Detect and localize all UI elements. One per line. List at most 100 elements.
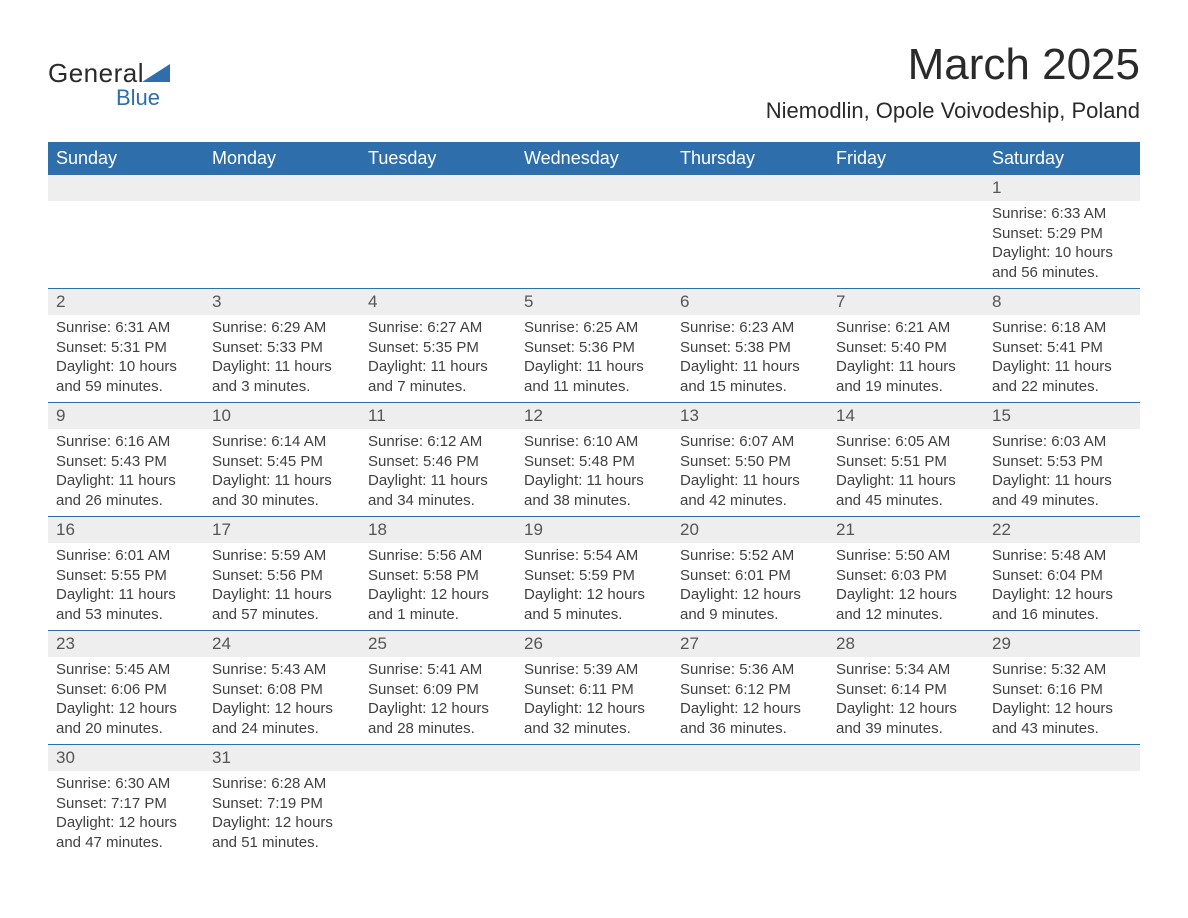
day-sunset: Sunset: 5:46 PM xyxy=(368,452,508,472)
day-daylight2: and 30 minutes. xyxy=(212,491,352,511)
weekday-header: Sunday xyxy=(48,142,204,175)
day-number-cell: 2 xyxy=(48,289,204,316)
detail-row: Sunrise: 6:01 AMSunset: 5:55 PMDaylight:… xyxy=(48,543,1140,631)
day-daylight2: and 59 minutes. xyxy=(56,377,196,397)
day-detail-cell: Sunrise: 6:18 AMSunset: 5:41 PMDaylight:… xyxy=(984,315,1140,403)
day-sunrise: Sunrise: 5:36 AM xyxy=(680,660,820,680)
day-detail-cell xyxy=(672,201,828,289)
day-daylight2: and 5 minutes. xyxy=(524,605,664,625)
day-detail-cell: Sunrise: 6:33 AMSunset: 5:29 PMDaylight:… xyxy=(984,201,1140,289)
weekday-header: Monday xyxy=(204,142,360,175)
day-detail-cell: Sunrise: 6:30 AMSunset: 7:17 PMDaylight:… xyxy=(48,771,204,858)
page-header: General Blue March 2025 Niemodlin, Opole… xyxy=(48,40,1140,124)
day-sunrise: Sunrise: 6:33 AM xyxy=(992,204,1132,224)
day-detail-cell: Sunrise: 6:12 AMSunset: 5:46 PMDaylight:… xyxy=(360,429,516,517)
title-block: March 2025 Niemodlin, Opole Voivodeship,… xyxy=(766,40,1140,124)
day-sunset: Sunset: 5:43 PM xyxy=(56,452,196,472)
day-detail-cell xyxy=(672,771,828,858)
triangle-icon xyxy=(142,64,170,82)
day-number-cell xyxy=(672,745,828,772)
day-number-cell: 13 xyxy=(672,403,828,430)
day-daylight2: and 12 minutes. xyxy=(836,605,976,625)
day-sunset: Sunset: 6:03 PM xyxy=(836,566,976,586)
day-sunrise: Sunrise: 5:56 AM xyxy=(368,546,508,566)
day-detail-cell: Sunrise: 6:31 AMSunset: 5:31 PMDaylight:… xyxy=(48,315,204,403)
day-daylight1: Daylight: 11 hours xyxy=(368,471,508,491)
day-sunrise: Sunrise: 6:21 AM xyxy=(836,318,976,338)
day-daylight2: and 7 minutes. xyxy=(368,377,508,397)
day-sunrise: Sunrise: 6:31 AM xyxy=(56,318,196,338)
daynum-row: 3031 xyxy=(48,745,1140,772)
detail-row: Sunrise: 6:33 AMSunset: 5:29 PMDaylight:… xyxy=(48,201,1140,289)
day-daylight2: and 9 minutes. xyxy=(680,605,820,625)
day-sunset: Sunset: 5:59 PM xyxy=(524,566,664,586)
day-number-cell: 8 xyxy=(984,289,1140,316)
day-number-cell: 5 xyxy=(516,289,672,316)
day-daylight1: Daylight: 12 hours xyxy=(680,585,820,605)
day-daylight1: Daylight: 12 hours xyxy=(56,699,196,719)
calendar-table: SundayMondayTuesdayWednesdayThursdayFrid… xyxy=(48,142,1140,858)
day-number-cell: 12 xyxy=(516,403,672,430)
detail-row: Sunrise: 6:31 AMSunset: 5:31 PM Daylight:… xyxy=(48,315,1140,403)
day-number-cell: 31 xyxy=(204,745,360,772)
day-number-cell: 19 xyxy=(516,517,672,544)
day-daylight1: Daylight: 12 hours xyxy=(524,585,664,605)
day-daylight2: and 57 minutes. xyxy=(212,605,352,625)
day-daylight2: and 26 minutes. xyxy=(56,491,196,511)
day-sunrise: Sunrise: 5:52 AM xyxy=(680,546,820,566)
day-daylight2: and 24 minutes. xyxy=(212,719,352,739)
day-sunrise: Sunrise: 6:03 AM xyxy=(992,432,1132,452)
day-sunrise: Sunrise: 6:28 AM xyxy=(212,774,352,794)
day-daylight1: Daylight: 12 hours xyxy=(992,699,1132,719)
calendar-head: SundayMondayTuesdayWednesdayThursdayFrid… xyxy=(48,142,1140,175)
day-sunset: Sunset: 6:06 PM xyxy=(56,680,196,700)
day-detail-cell: Sunrise: 6:16 AMSunset: 5:43 PMDaylight:… xyxy=(48,429,204,517)
day-sunrise: Sunrise: 6:23 AM xyxy=(680,318,820,338)
weekday-header: Saturday xyxy=(984,142,1140,175)
day-daylight1: Daylight: 11 hours xyxy=(56,585,196,605)
day-sunset: Sunset: 5:31 PM xyxy=(56,338,196,358)
day-number-cell xyxy=(828,175,984,201)
day-sunrise: Sunrise: 6:12 AM xyxy=(368,432,508,452)
day-daylight1: Daylight: 12 hours xyxy=(836,585,976,605)
day-number-cell: 23 xyxy=(48,631,204,658)
detail-row: Sunrise: 6:30 AMSunset: 7:17 PMDaylight:… xyxy=(48,771,1140,858)
day-detail-cell xyxy=(48,201,204,289)
day-number-cell xyxy=(516,745,672,772)
calendar-body: 1 Sunrise: 6:33 AMSunset: 5:29 PMDayligh… xyxy=(48,175,1140,858)
day-daylight1: Daylight: 11 hours xyxy=(212,357,352,377)
day-number-cell xyxy=(48,175,204,201)
day-number-cell: 11 xyxy=(360,403,516,430)
daynum-row: 23242526272829 xyxy=(48,631,1140,658)
day-daylight2: and 53 minutes. xyxy=(56,605,196,625)
day-daylight2: and 34 minutes. xyxy=(368,491,508,511)
day-sunset: Sunset: 5:40 PM xyxy=(836,338,976,358)
day-sunset: Sunset: 5:56 PM xyxy=(212,566,352,586)
month-title: March 2025 xyxy=(766,40,1140,90)
day-sunset: Sunset: 7:19 PM xyxy=(212,794,352,814)
day-sunrise: Sunrise: 5:45 AM xyxy=(56,660,196,680)
day-number-cell xyxy=(672,175,828,201)
day-daylight1: Daylight: 11 hours xyxy=(836,357,976,377)
day-detail-cell: Sunrise: 6:14 AMSunset: 5:45 PMDaylight:… xyxy=(204,429,360,517)
day-sunset: Sunset: 5:38 PM xyxy=(680,338,820,358)
day-number-cell: 3 xyxy=(204,289,360,316)
day-sunrise: Sunrise: 5:59 AM xyxy=(212,546,352,566)
day-number-cell: 29 xyxy=(984,631,1140,658)
day-number-cell xyxy=(204,175,360,201)
day-number-cell: 6 xyxy=(672,289,828,316)
day-sunrise: Sunrise: 5:43 AM xyxy=(212,660,352,680)
day-number-cell xyxy=(360,175,516,201)
day-detail-cell xyxy=(828,201,984,289)
day-daylight1: Daylight: 11 hours xyxy=(212,585,352,605)
day-detail-cell: Sunrise: 5:45 AMSunset: 6:06 PMDaylight:… xyxy=(48,657,204,745)
day-sunset: Sunset: 6:08 PM xyxy=(212,680,352,700)
day-daylight1: Daylight: 11 hours xyxy=(56,471,196,491)
weekday-header: Friday xyxy=(828,142,984,175)
weekday-row: SundayMondayTuesdayWednesdayThursdayFrid… xyxy=(48,142,1140,175)
day-sunset: Sunset: 6:16 PM xyxy=(992,680,1132,700)
day-daylight2: and 16 minutes. xyxy=(992,605,1132,625)
day-detail-cell: Sunrise: 5:32 AMSunset: 6:16 PMDaylight:… xyxy=(984,657,1140,745)
day-detail-cell: Sunrise: 5:56 AMSunset: 5:58 PMDaylight:… xyxy=(360,543,516,631)
day-sunset: Sunset: 5:50 PM xyxy=(680,452,820,472)
